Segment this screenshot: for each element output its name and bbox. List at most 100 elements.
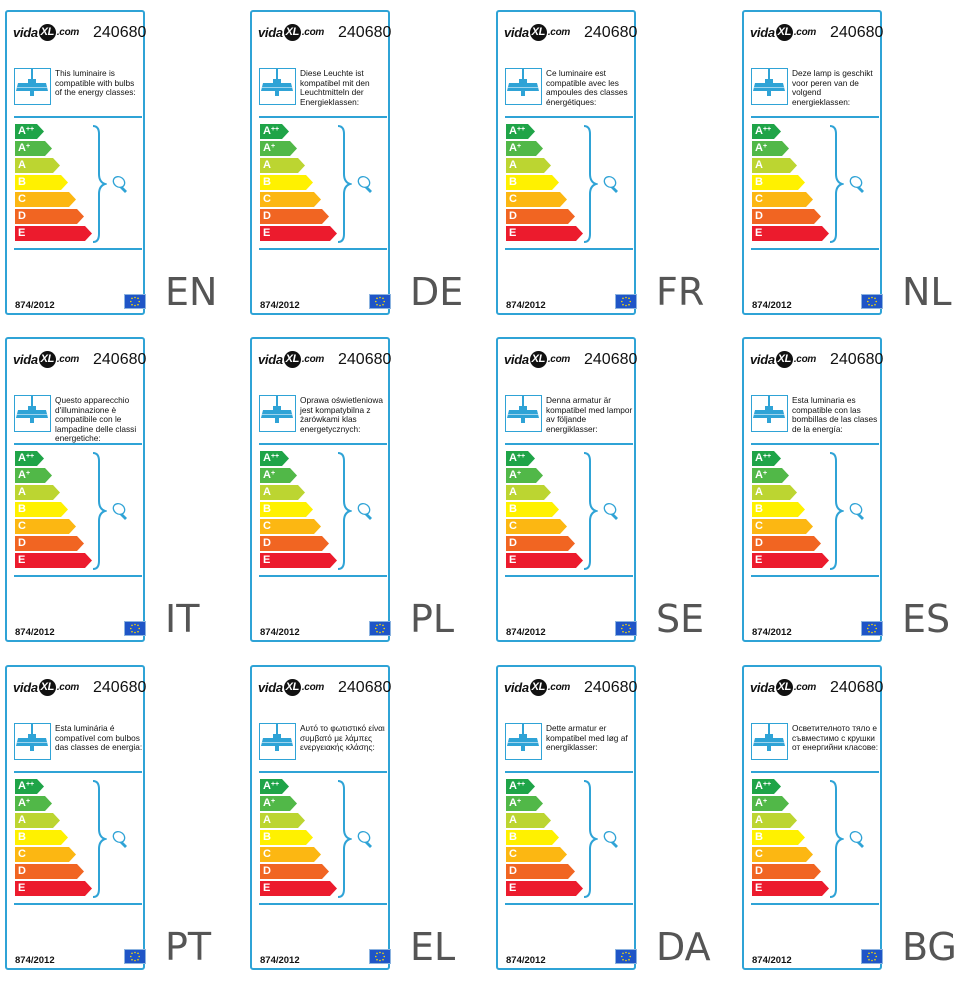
energy-class-letter: A+ (18, 469, 31, 481)
energy-label-cell: vida XL .com 240680 Oprawa oświetleniowa j… (245, 327, 490, 654)
eu-flag-icon (861, 949, 883, 964)
lamp-icon (14, 395, 51, 432)
energy-class-letter: E (509, 227, 517, 239)
energy-class-bar: C (260, 519, 322, 534)
energy-class-scale: A++ A+ A B C D E (15, 779, 93, 898)
energy-class-letter: E (263, 882, 271, 894)
energy-label: vida XL .com 240680 Αυτό το φωτιστικό είνα… (250, 665, 391, 970)
class-range-brace (92, 452, 107, 570)
brand-logo: vida XL .com (504, 22, 570, 42)
eu-flag-icon (369, 621, 391, 636)
energy-class-bar: A++ (752, 124, 782, 139)
divider-top (505, 771, 633, 773)
energy-class-arrow (506, 226, 583, 241)
energy-label-cell: vida XL .com 240680 Deze lamp is geschikt … (737, 0, 980, 327)
divider-top (751, 771, 879, 773)
brand-logo: vida XL .com (258, 349, 324, 369)
divider-top (14, 771, 142, 773)
product-code: 240680 (93, 24, 147, 41)
class-range-brace (829, 780, 844, 898)
energy-class-letter: A++ (18, 452, 35, 464)
brand-mark: XL (775, 23, 793, 41)
bulb-icon (357, 176, 372, 193)
product-code: 240680 (338, 351, 392, 368)
energy-class-letter: A++ (263, 125, 280, 137)
energy-class-arrow (260, 881, 337, 896)
energy-class-bar: A (15, 158, 61, 173)
energy-class-letter: E (755, 227, 763, 239)
divider-bottom (505, 575, 633, 577)
energy-class-bar: D (506, 536, 576, 551)
class-range-brace (829, 125, 844, 243)
energy-label-cell: vida XL .com 240680 Esta luminaria es comp… (737, 327, 980, 654)
energy-class-bar: A (260, 158, 306, 173)
class-range-brace (583, 780, 598, 898)
energy-class-arrow (506, 864, 575, 879)
energy-class-letter: D (509, 210, 517, 222)
energy-class-letter: E (755, 554, 763, 566)
brand-suffix: .com (56, 681, 79, 693)
eu-flag-icon (615, 294, 637, 309)
divider-bottom (505, 248, 633, 250)
energy-class-letter: D (18, 865, 26, 877)
product-code: 240680 (584, 351, 638, 368)
energy-class-arrow (15, 209, 84, 224)
lamp-icon (751, 395, 788, 432)
compatibility-text: Esta luminaria es compatible con las bom… (792, 395, 878, 434)
energy-class-bar: A++ (506, 451, 536, 466)
energy-class-arrow (506, 813, 551, 828)
language-code: EN (165, 270, 218, 314)
energy-label: vida XL .com 240680 Осветителното тяло е с… (742, 665, 883, 970)
energy-class-bar: A++ (260, 124, 290, 139)
energy-class-arrow (506, 158, 551, 173)
energy-class-letter: C (18, 193, 26, 205)
lamp-icon (14, 68, 51, 105)
bulb-icon (112, 831, 127, 848)
brand-logo: vida XL .com (750, 349, 816, 369)
energy-class-arrow (752, 796, 789, 811)
brand-logo: vida XL .com (504, 349, 570, 369)
energy-class-letter: C (18, 848, 26, 860)
energy-class-arrow (15, 830, 68, 845)
energy-class-bar: E (260, 226, 338, 241)
brand-logo: vida XL .com (258, 677, 324, 697)
energy-class-bar: B (752, 502, 806, 517)
energy-class-arrow (15, 553, 92, 568)
energy-class-arrow (15, 779, 44, 794)
energy-label: vida XL .com 240680 Denna armatur är kompa… (496, 337, 638, 642)
product-code: 240680 (584, 24, 638, 41)
energy-class-letter: A (263, 814, 271, 826)
energy-class-letter: A++ (509, 125, 526, 137)
energy-class-letter: A++ (18, 125, 35, 137)
energy-class-arrow (260, 553, 337, 568)
energy-label-cell: vida XL .com 240680 Denna armatur är kompa… (491, 327, 736, 654)
energy-class-arrow (752, 175, 805, 190)
language-code: EL (410, 925, 456, 969)
energy-class-bar: B (752, 830, 806, 845)
energy-class-bar: B (260, 830, 314, 845)
energy-class-arrow (752, 226, 829, 241)
class-range-brace (829, 452, 844, 570)
energy-class-bar: A (506, 158, 552, 173)
class-range-brace (92, 125, 107, 243)
energy-class-bar: A+ (752, 468, 790, 483)
energy-class-letter: C (509, 848, 517, 860)
lamp-icon (505, 395, 542, 432)
energy-class-arrow (15, 796, 52, 811)
energy-class-bar: A (752, 485, 798, 500)
energy-class-letter: B (755, 831, 763, 843)
energy-class-arrow (752, 451, 781, 466)
energy-class-letter: B (509, 831, 517, 843)
compatibility-text: Oprawa oświetleniowa jest kompatybilna z… (300, 395, 384, 434)
energy-class-bar: D (15, 864, 85, 879)
energy-class-letter: A (755, 159, 763, 171)
energy-class-arrow (15, 813, 60, 828)
bulb-icon (849, 503, 864, 520)
energy-class-letter: A+ (18, 142, 31, 154)
energy-class-bar: C (260, 192, 322, 207)
regulation-number: 874/2012 (15, 955, 55, 966)
energy-class-bar: C (752, 519, 814, 534)
energy-class-bar: A+ (752, 796, 790, 811)
compatibility-text: Αυτό το φωτιστικό είναι συμβατό με λάμπε… (300, 723, 385, 753)
energy-class-arrow (506, 124, 535, 139)
